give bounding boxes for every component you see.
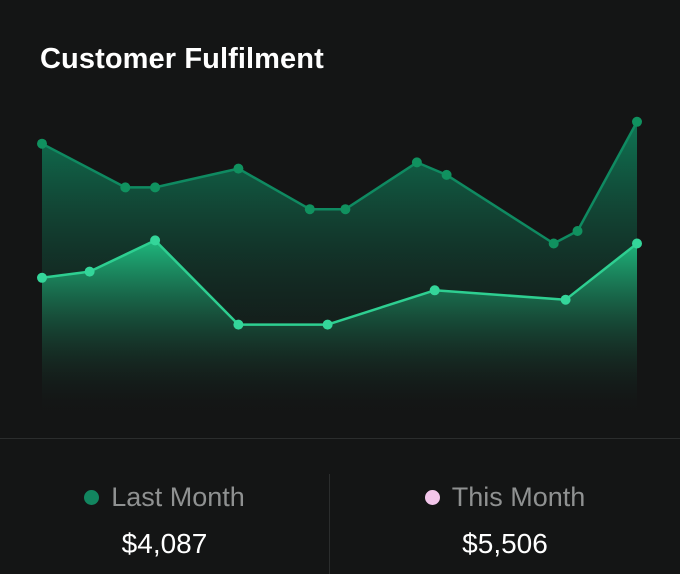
this-month-point-0[interactable] [37,272,47,283]
last-month-point-9[interactable] [572,226,583,236]
legend-label-last-month: Last Month [111,481,245,512]
last-month-point-3[interactable] [233,163,244,174]
last-month-point-1[interactable] [120,182,131,193]
this-month-line [41,239,638,326]
last-month-point-5[interactable] [340,204,351,215]
this-month-point-1[interactable] [84,266,95,277]
fulfilment-area-chart [37,116,642,413]
this-month-point-2[interactable] [150,235,161,246]
this-month-area [42,240,637,412]
last-month-point-4[interactable] [304,204,315,215]
this-month-dot-icon [424,489,440,505]
legend-value-last-month: $4,087 [121,528,208,559]
last-month-point-2[interactable] [150,182,161,193]
legend-label-this-month: This Month [451,481,586,512]
last-month-point-0[interactable] [37,138,47,149]
legend-last-month: Last Month $4,087 [0,480,329,560]
this-month-point-4[interactable] [322,319,333,330]
this-month-point-5[interactable] [429,285,440,296]
vertical-divider [329,474,330,574]
legend-this-month: This Month $5,506 [330,480,680,560]
last-month-point-6[interactable] [411,157,422,168]
last-month-point-7[interactable] [441,169,452,180]
last-month-dot-icon [84,489,100,505]
this-month-point-7[interactable] [632,238,642,249]
legend-value-this-month: $5,506 [462,528,548,559]
chart-title: Customer Fulfilment [40,43,324,75]
this-month-point-6[interactable] [560,294,571,305]
last-month-point-10[interactable] [632,116,642,127]
this-month-point-3[interactable] [233,319,244,330]
horizontal-divider [0,438,680,439]
last-month-point-8[interactable] [548,238,559,249]
